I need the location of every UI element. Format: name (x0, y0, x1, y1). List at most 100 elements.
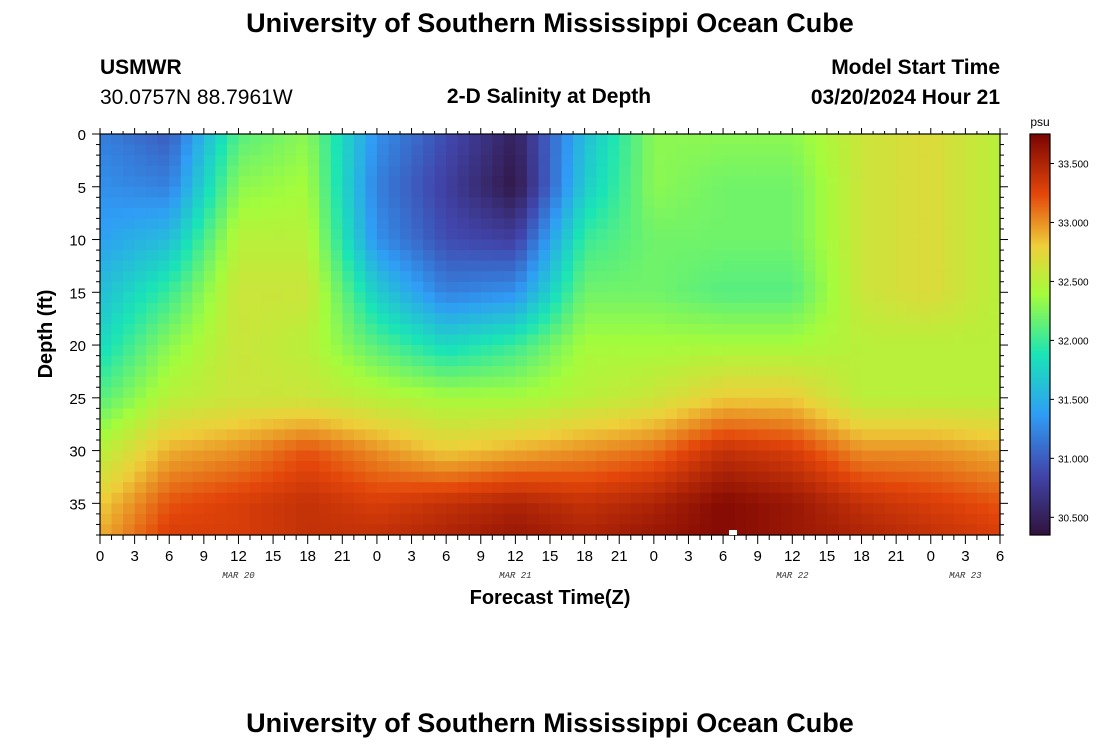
heatmap-cell (446, 429, 459, 441)
heatmap-cell (700, 492, 713, 504)
heatmap-cell (353, 418, 366, 431)
heatmap-cell (400, 218, 413, 230)
heatmap-cell (261, 513, 274, 526)
heatmap-cell (123, 228, 136, 241)
heatmap-cell (446, 260, 459, 272)
heatmap-cell (746, 186, 759, 198)
heatmap-cell (723, 429, 736, 441)
heatmap-cell (388, 387, 401, 399)
heatmap-cell (307, 271, 320, 283)
heatmap-cell (515, 250, 528, 262)
heatmap-cell (653, 408, 666, 420)
heatmap-cell (330, 397, 343, 409)
heatmap-cell (400, 366, 413, 378)
heatmap-cell (653, 292, 666, 304)
heatmap-cell (550, 239, 563, 251)
heatmap-cell (526, 207, 540, 220)
heatmap-cell (573, 345, 586, 357)
heatmap-cell (607, 281, 620, 293)
heatmap-cell (238, 281, 251, 293)
heatmap-cell (169, 271, 182, 283)
heatmap-cell (515, 218, 528, 230)
heatmap-cell (480, 450, 493, 462)
heatmap-cell (411, 397, 424, 409)
heatmap-cell (815, 450, 828, 462)
heatmap-cell (965, 281, 978, 293)
heatmap-cell (630, 271, 643, 283)
heatmap-cell (642, 524, 655, 536)
heatmap-cell (676, 323, 690, 336)
heatmap-cell (861, 397, 874, 409)
heatmap-cell (146, 281, 159, 293)
heatmap-cell (307, 418, 320, 431)
heatmap-cell (688, 313, 701, 325)
heatmap-cell (907, 450, 920, 462)
heatmap-cell (873, 366, 886, 378)
heatmap-cell (769, 492, 782, 504)
heatmap-cell (480, 155, 493, 167)
heatmap-cell (653, 376, 666, 388)
heatmap-cell (365, 450, 378, 462)
heatmap-cell (169, 323, 182, 336)
heatmap-cell (573, 250, 586, 262)
heatmap-cell (353, 186, 366, 198)
heatmap-cell (734, 292, 747, 304)
heatmap-cell (226, 524, 240, 536)
heatmap-cell (873, 513, 886, 526)
heatmap-cell (457, 397, 470, 409)
heatmap-cell (596, 345, 609, 357)
heatmap-cell (526, 524, 540, 536)
heatmap-cell (307, 260, 320, 272)
heatmap-cell (746, 397, 759, 409)
heatmap-cell (919, 503, 932, 515)
heatmap-cell (480, 471, 493, 483)
heatmap-cell (284, 165, 297, 177)
heatmap-cell (942, 197, 955, 209)
heatmap-cell (884, 461, 897, 473)
heatmap-cell (515, 260, 528, 272)
heatmap-cell (238, 292, 251, 304)
heatmap-cell (873, 176, 886, 188)
heatmap-cell (446, 513, 459, 526)
heatmap-cell (250, 376, 263, 388)
heatmap-cell (273, 271, 286, 283)
heatmap-cell (411, 429, 424, 441)
heatmap-cell (561, 376, 574, 388)
heatmap-cell (596, 440, 609, 452)
heatmap-cell (469, 366, 482, 378)
heatmap-cell (261, 524, 274, 536)
heatmap-cell (988, 239, 1001, 251)
heatmap-cell (700, 513, 713, 526)
heatmap-cell (284, 471, 297, 483)
heatmap-cell (180, 313, 193, 325)
heatmap-cell (780, 260, 793, 272)
heatmap-cell (723, 461, 736, 473)
heatmap-cell (446, 334, 459, 346)
heatmap-cell (976, 418, 990, 431)
heatmap-cell (169, 387, 182, 399)
heatmap-cell (388, 186, 401, 198)
heatmap-cell (953, 186, 966, 198)
heatmap-cell (503, 503, 516, 515)
heatmap-cell (538, 387, 551, 399)
heatmap-cell (353, 134, 366, 146)
heatmap-cell (757, 345, 770, 357)
heatmap-cell (619, 186, 632, 198)
heatmap-cell (573, 440, 586, 452)
heatmap-cell (642, 345, 655, 357)
heatmap-cell (400, 471, 413, 483)
heatmap-cell (376, 144, 390, 156)
heatmap-cell (376, 513, 390, 526)
heatmap-cell (469, 492, 482, 504)
heatmap-cell (700, 503, 713, 515)
heatmap-cell (815, 397, 828, 409)
heatmap-cell (976, 134, 990, 146)
heatmap-cell (250, 281, 263, 293)
heatmap-cell (607, 155, 620, 167)
heatmap-cell (723, 492, 736, 504)
heatmap-cell (353, 503, 366, 515)
heatmap-cell (226, 418, 240, 431)
heatmap-cell (550, 397, 563, 409)
heatmap-cell (769, 387, 782, 399)
